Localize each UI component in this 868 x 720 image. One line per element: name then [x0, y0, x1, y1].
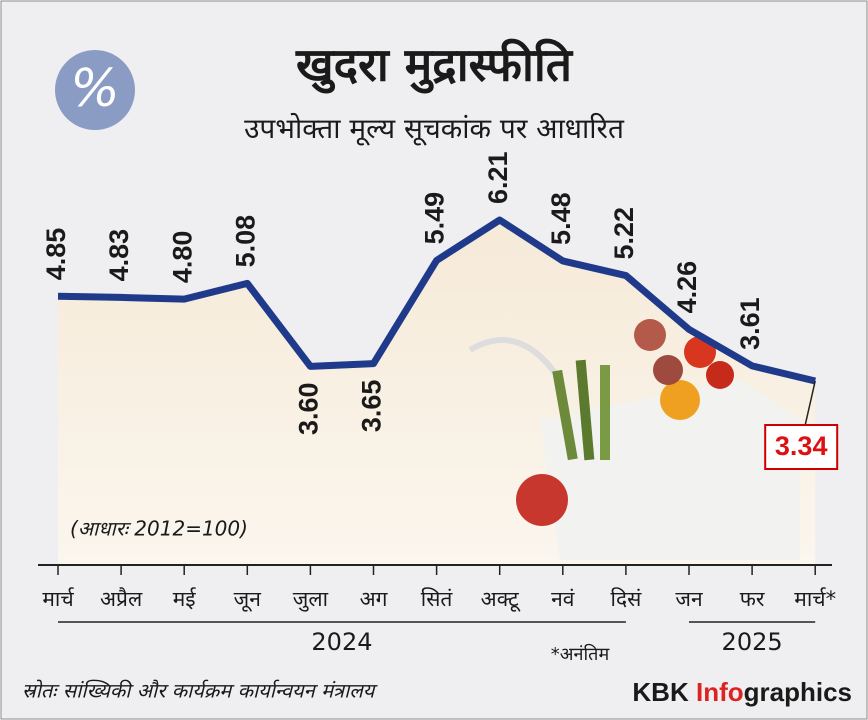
value-label: 3.34	[775, 431, 828, 461]
value-label: 5.48	[546, 192, 576, 245]
x-tick-label: जुला	[293, 587, 329, 612]
x-tick-label: अक्टू	[481, 587, 521, 612]
brand-part: Info	[696, 677, 744, 707]
value-label: 5.22	[609, 207, 639, 260]
year-label: 2024	[311, 628, 372, 656]
value-box	[764, 424, 839, 470]
chart-title: खुदरा मुद्रास्फीति	[295, 38, 574, 95]
value-label: 4.80	[167, 231, 197, 284]
brand-part: graphics	[744, 677, 852, 707]
x-tick-label: सितं	[421, 587, 454, 611]
leader	[804, 380, 816, 426]
decoration: %	[55, 50, 800, 560]
x-tick-label: जन	[675, 587, 703, 611]
year-label: 2025	[722, 628, 783, 656]
chart-subtitle: उपभोक्ता मूल्य सूचकांक पर आधारित	[244, 112, 625, 146]
source: स्रोतः सांख्यिकी और कार्यक्रम कार्यान्वय…	[22, 679, 378, 703]
value-label: 3.60	[294, 382, 324, 435]
x-tick-label: मई	[173, 587, 197, 611]
value-label: 4.85	[41, 228, 71, 281]
x-tick-label: फर	[740, 587, 765, 611]
value-label: 4.83	[104, 229, 134, 282]
x-tick-label: अग	[360, 587, 389, 611]
brand: KBK Infographics	[632, 677, 852, 707]
value-label: 5.49	[420, 192, 450, 245]
value-label: 3.65	[357, 380, 387, 433]
value-label: 4.26	[672, 261, 702, 314]
x-tick-label: नवं	[551, 587, 575, 611]
footnote: *अनंतिम	[551, 643, 611, 665]
value-label: 3.61	[735, 297, 765, 350]
x-tick-label: मार्च*	[794, 587, 836, 611]
value-label: 6.21	[483, 151, 513, 204]
x-tick-label: अप्रैल	[100, 587, 143, 611]
brand-part: KBK	[632, 677, 696, 707]
annotation: (आधारः 2012=100)	[70, 517, 248, 541]
value-label: 5.08	[230, 215, 260, 268]
x-tick-label: दिसं	[611, 587, 643, 611]
x-tick-label: जून	[234, 587, 262, 612]
svg-text:%: %	[70, 59, 119, 119]
line	[57, 216, 817, 385]
x-tick-label: मार्च	[42, 587, 74, 611]
